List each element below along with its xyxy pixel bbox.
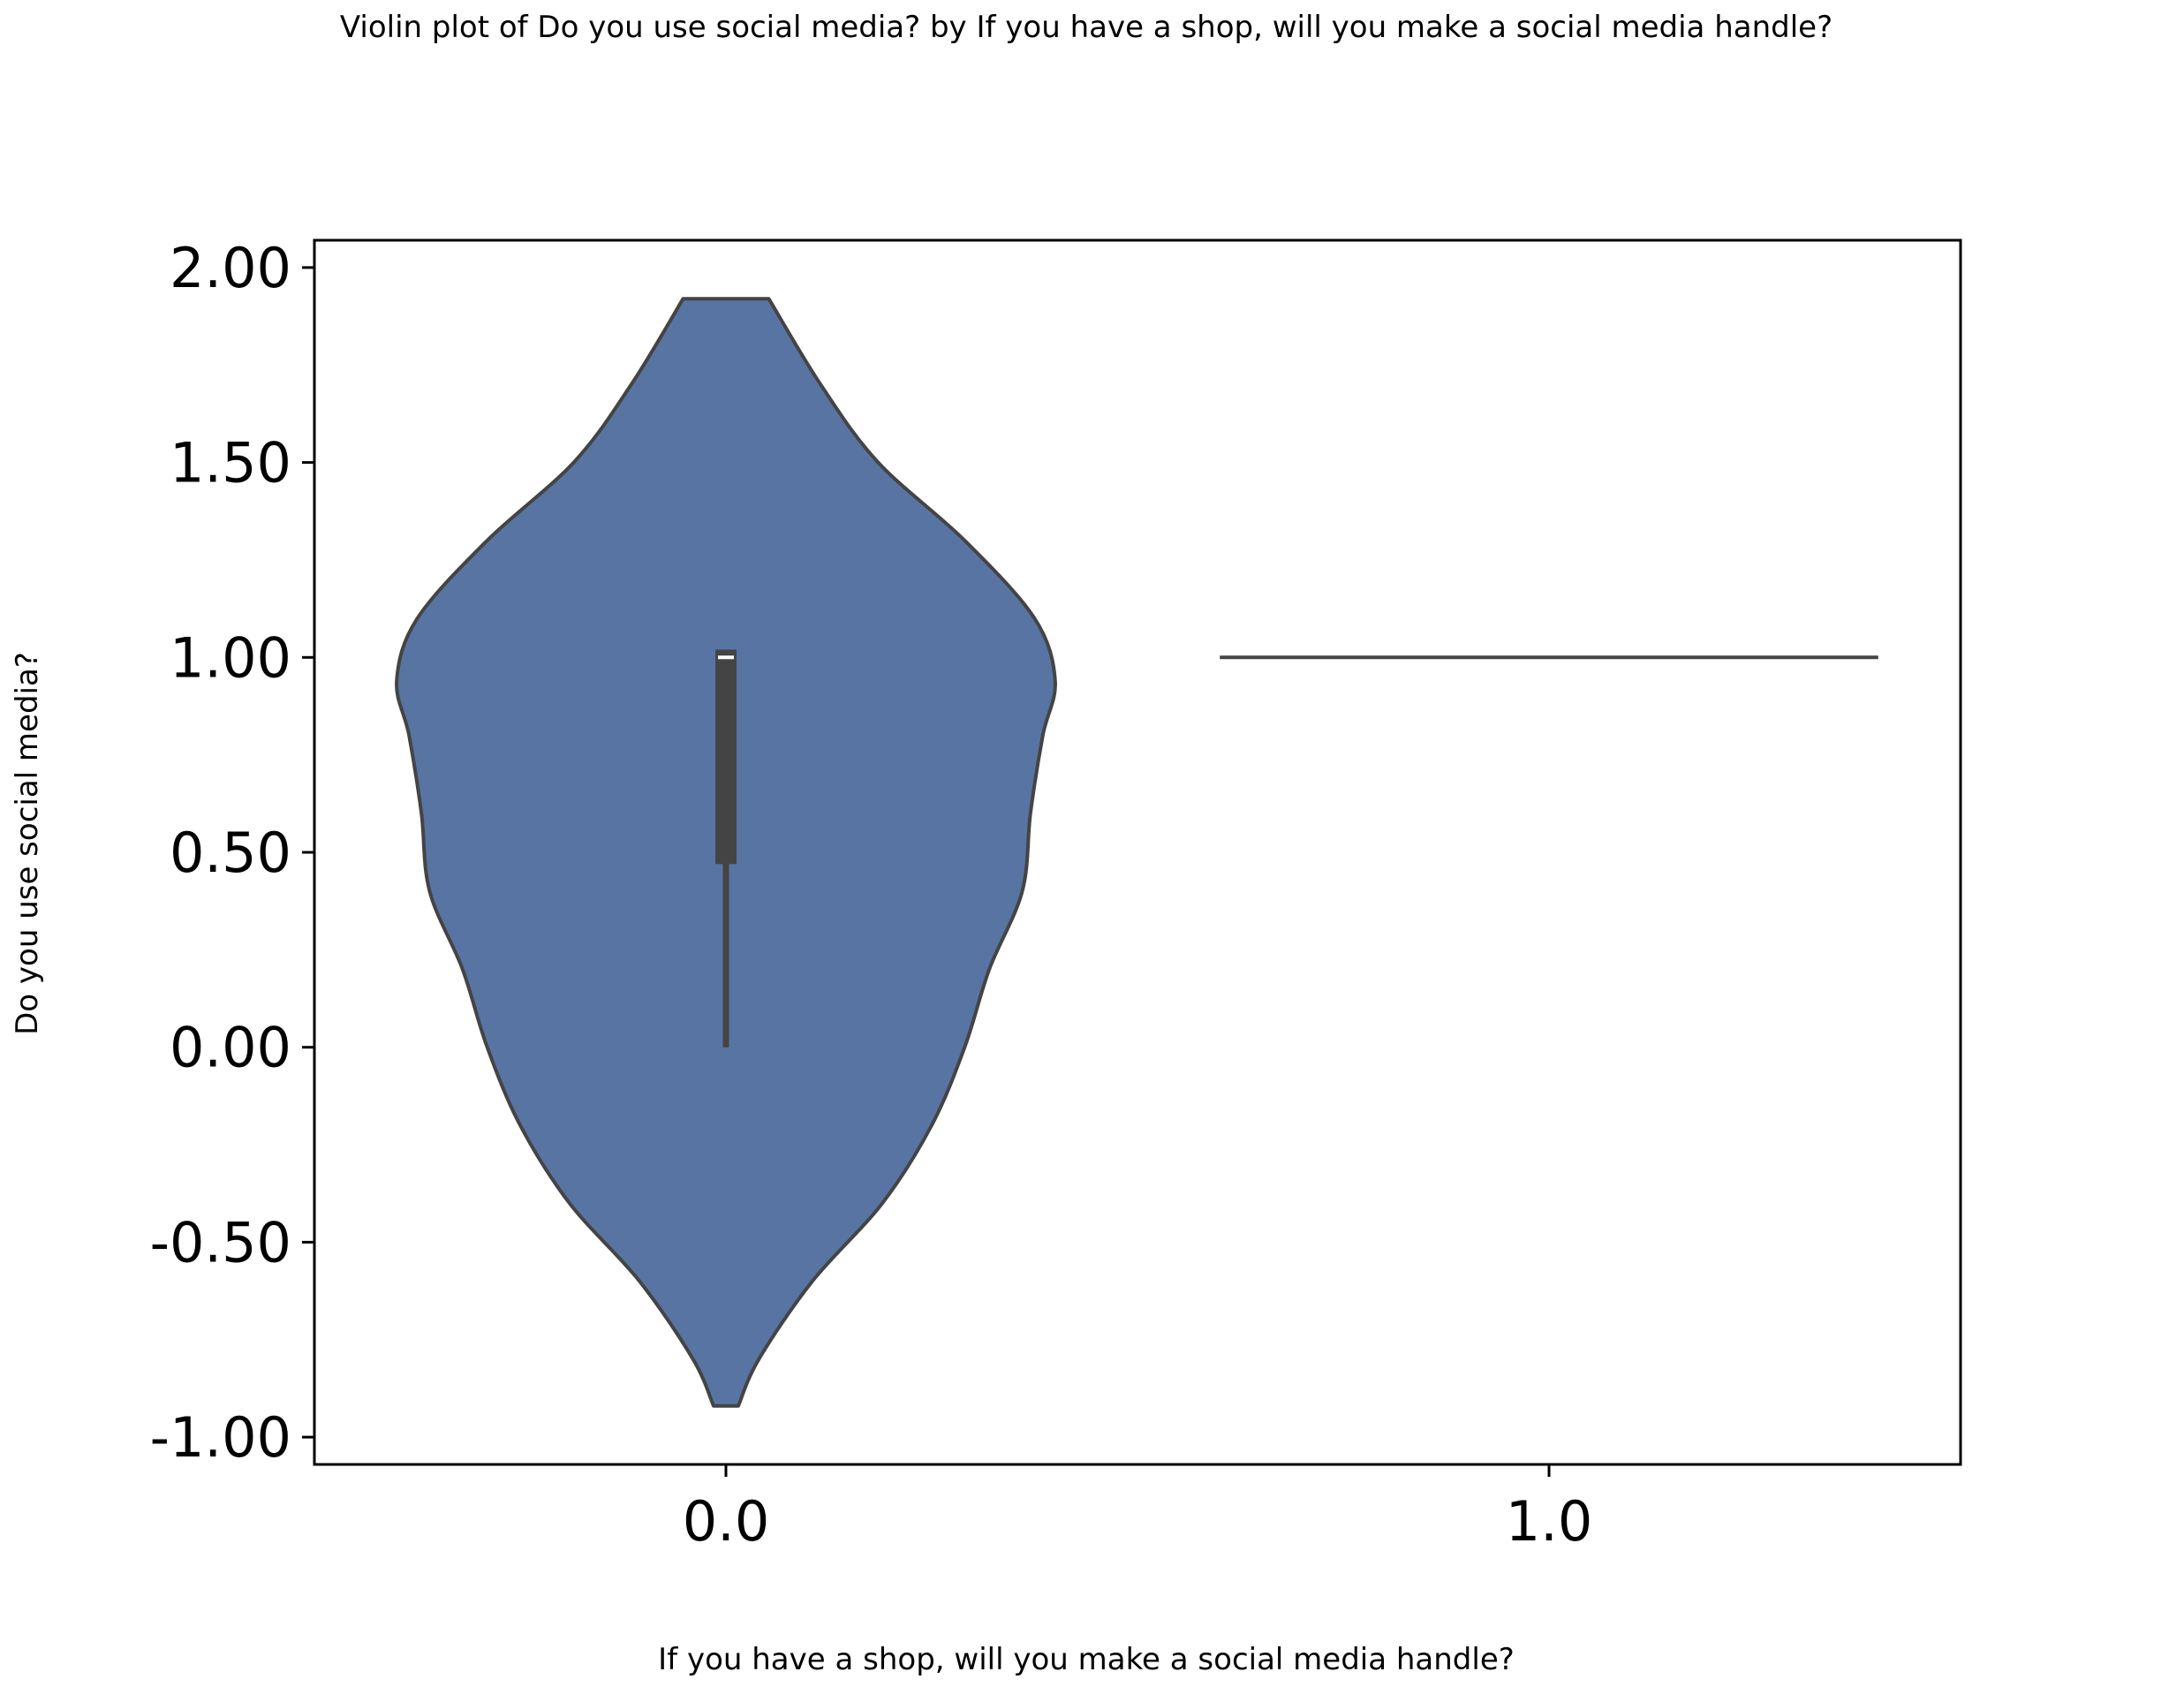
plot-area [313,238,1962,1466]
violin-box-0.0 [715,649,737,865]
x-tick-label-1.0: 1.0 [1506,1489,1593,1554]
y-tick-label-0.50: 0.50 [170,821,291,885]
y-tick-label--0.50: -0.50 [150,1210,291,1275]
y-tick-label-1.00: 1.00 [170,625,291,690]
x-tick-label-0.0: 0.0 [683,1489,770,1554]
chart-title: Violin plot of Do you use social media? … [340,10,1833,45]
y-axis: -1.00 -0.50 0.00 0.50 1.00 1.50 2.00 [150,236,314,1470]
y-tick-label--1.00: -1.00 [150,1405,291,1470]
y-tick-label-1.50: 1.50 [170,431,291,496]
y-axis-label: Do you use social media? [10,652,45,1035]
y-tick-label-0.00: 0.00 [170,1016,291,1080]
y-tick-label-2.00: 2.00 [170,236,291,300]
x-axis: 0.0 1.0 [683,1464,1593,1554]
x-axis-label: If you have a shop, will you make a soci… [658,1642,1515,1677]
